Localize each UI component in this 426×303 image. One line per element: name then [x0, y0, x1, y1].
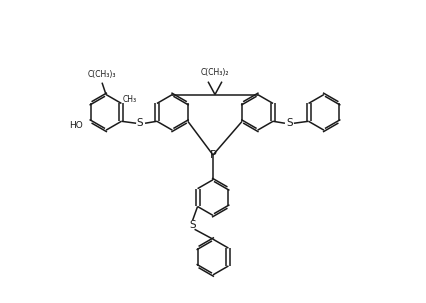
Text: C(CH₃)₂: C(CH₃)₂ — [200, 68, 229, 77]
Text: C(CH₃)₃: C(CH₃)₃ — [88, 70, 116, 79]
Text: HO: HO — [69, 121, 82, 130]
Text: S: S — [189, 220, 196, 230]
Text: P: P — [209, 150, 216, 160]
Text: S: S — [286, 118, 293, 128]
Text: CH₃: CH₃ — [122, 95, 136, 104]
Text: S: S — [136, 118, 143, 128]
